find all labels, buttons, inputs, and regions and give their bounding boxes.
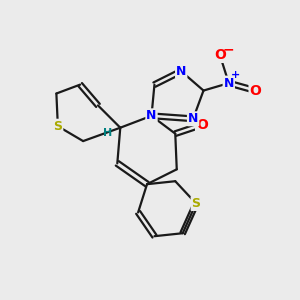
Text: O: O (196, 118, 208, 132)
Text: N: N (188, 112, 198, 125)
Text: N: N (176, 65, 186, 78)
Text: +: + (231, 70, 240, 80)
Text: S: S (192, 197, 201, 210)
Text: N: N (146, 109, 157, 122)
Text: N: N (224, 76, 234, 90)
Text: O: O (214, 48, 226, 62)
Text: −: − (223, 43, 235, 56)
Text: H: H (103, 128, 112, 138)
Text: O: O (250, 84, 262, 98)
Text: S: S (53, 120, 62, 133)
